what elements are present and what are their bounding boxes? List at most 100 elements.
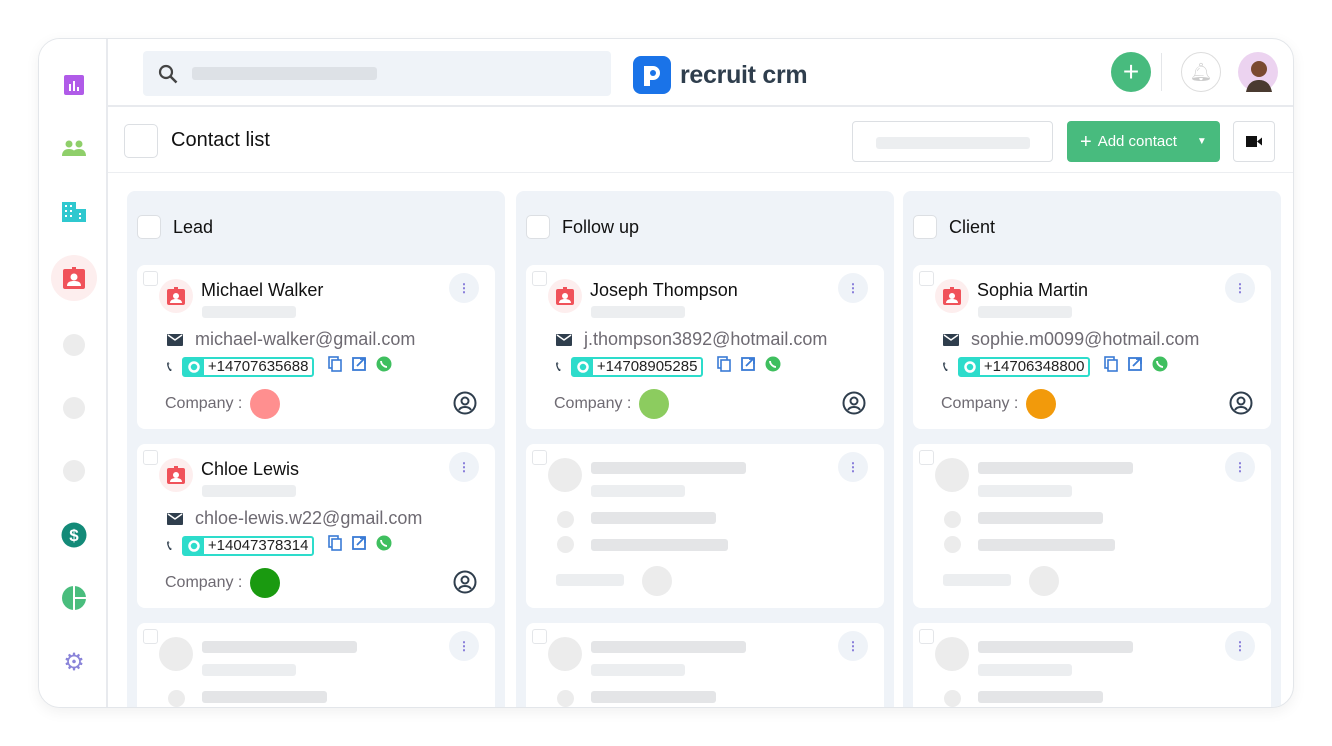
company-logo[interactable] [250,389,281,419]
select-all-checkbox[interactable] [124,124,158,158]
sidebar-item-settings[interactable]: ⚙ [51,639,97,685]
column-title: Lead [173,216,214,237]
contact-card[interactable]: Michael Walker ⋮ michael-walker@gmail.co… [137,265,495,429]
more-options-button[interactable]: ⋮ [1225,452,1255,482]
card-checkbox[interactable] [919,450,934,465]
email-text: michael-walker@gmail.com [195,329,416,349]
owner-icon[interactable] [842,391,866,420]
phone-number-box[interactable]: +14707635688 [181,356,315,377]
chevron-down-icon[interactable]: ▼ [1196,136,1207,147]
more-options-button[interactable]: ⋮ [1225,273,1255,303]
user-photo-icon [1246,61,1272,92]
company-field: Company : [941,389,1057,419]
sidebar: $ ⚙ [39,39,108,707]
phone-number-box[interactable]: +14706348800 [957,356,1091,377]
column-checkbox[interactable] [526,215,550,239]
owner-icon[interactable] [1229,391,1253,420]
search-input[interactable] [143,51,611,96]
envelope-icon [167,512,183,525]
placeholder-icon [63,460,85,482]
column-checkbox[interactable] [137,215,161,239]
company-field: Company : [165,389,281,419]
more-options-button[interactable]: ⋮ [449,631,479,661]
more-options-button[interactable]: ⋮ [449,452,479,482]
phone-icon: 📞︎ [556,358,561,374]
sidebar-item-analytics[interactable] [51,575,97,621]
video-button[interactable] [1233,121,1275,162]
card-checkbox[interactable] [919,271,934,286]
external-link-icon[interactable] [1128,357,1143,376]
whatsapp-icon[interactable] [1152,356,1168,377]
external-link-icon[interactable] [741,357,756,376]
avatar[interactable] [1238,52,1278,92]
contact-name[interactable]: Joseph Thompson [590,280,738,300]
external-link-icon[interactable] [352,357,367,376]
pipeline-column: Lead Michael Walker ⋮ michael-walker@gma… [127,191,505,707]
contact-card[interactable]: Chloe Lewis ⋮ chloe-lewis.w22@gmail.com … [137,444,495,608]
company-label: Company : [554,395,632,412]
phone-number-box[interactable]: +14047378314 [181,535,315,556]
contact-card[interactable]: Sophia Martin ⋮ sophie.m0099@hotmail.com… [913,265,1271,429]
whatsapp-icon[interactable] [376,356,392,377]
add-contact-button[interactable]: + Add contact ▼ [1067,121,1220,162]
plus-icon: + [1080,130,1092,153]
owner-icon[interactable] [453,391,477,420]
card-checkbox[interactable] [532,450,547,465]
owner-icon[interactable] [453,570,477,599]
contact-phone: 📞︎ +14047378314 [167,535,392,556]
phone-number: +14708905285 [596,358,698,375]
copy-icon[interactable] [1104,356,1119,377]
sidebar-item-placeholder[interactable] [51,448,97,494]
whatsapp-icon[interactable] [376,535,392,556]
contact-email[interactable]: chloe-lewis.w22@gmail.com [167,508,422,529]
loading-card: ⋮ [137,623,495,707]
contact-email[interactable]: sophie.m0099@hotmail.com [943,329,1199,350]
card-checkbox[interactable] [919,629,934,644]
kebab-icon: ⋮ [847,281,859,295]
more-options-button[interactable]: ⋮ [838,273,868,303]
whatsapp-icon[interactable] [765,356,781,377]
phone-number-box[interactable]: +14708905285 [570,356,704,377]
sidebar-item-reports[interactable] [51,62,97,108]
pipeline-column: Follow up Joseph Thompson ⋮ j.thompson38… [516,191,894,707]
contact-name[interactable]: Sophia Martin [977,280,1089,300]
company-logo[interactable] [1026,389,1057,419]
contact-email[interactable]: j.thompson3892@hotmail.com [556,329,827,350]
card-checkbox[interactable] [143,629,158,644]
quick-add-button[interactable]: + [1111,52,1151,92]
sidebar-item-billing[interactable]: $ [51,512,97,558]
logo[interactable]: recruit crm [633,56,808,94]
copy-icon[interactable] [328,356,343,377]
sidebar-item-candidates[interactable] [51,125,97,171]
sidebar-item-companies[interactable] [51,189,97,235]
contact-name[interactable]: Chloe Lewis [201,459,300,479]
company-logo[interactable] [639,389,670,419]
contact-email[interactable]: michael-walker@gmail.com [167,329,415,350]
copy-icon[interactable] [717,356,732,377]
sidebar-item-placeholder[interactable] [51,322,97,368]
card-checkbox[interactable] [532,271,547,286]
top-header: recruit crm + 🔔︎ [108,39,1293,107]
sidebar-item-placeholder[interactable] [51,385,97,431]
column-checkbox[interactable] [913,215,937,239]
more-options-button[interactable]: ⋮ [1225,631,1255,661]
sidebar-item-contacts[interactable] [51,255,97,301]
copy-icon[interactable] [328,535,343,556]
kebab-icon: ⋮ [1234,281,1246,295]
contact-badge-icon [556,287,574,305]
external-link-icon[interactable] [352,536,367,555]
more-options-button[interactable]: ⋮ [449,273,479,303]
contact-card[interactable]: Joseph Thompson ⋮ j.thompson3892@hotmail… [526,265,884,429]
card-checkbox[interactable] [532,629,547,644]
more-options-button[interactable]: ⋮ [838,631,868,661]
email-text: sophie.m0099@hotmail.com [971,329,1200,349]
contact-name[interactable]: Michael Walker [201,280,324,300]
more-options-button[interactable]: ⋮ [838,452,868,482]
company-logo[interactable] [250,568,281,598]
kebab-icon: ⋮ [847,460,859,474]
notifications-button[interactable]: 🔔︎ [1181,52,1221,92]
card-checkbox[interactable] [143,271,158,286]
contact-badge-icon [167,466,185,484]
card-checkbox[interactable] [143,450,158,465]
filter-dropdown[interactable] [852,121,1053,162]
